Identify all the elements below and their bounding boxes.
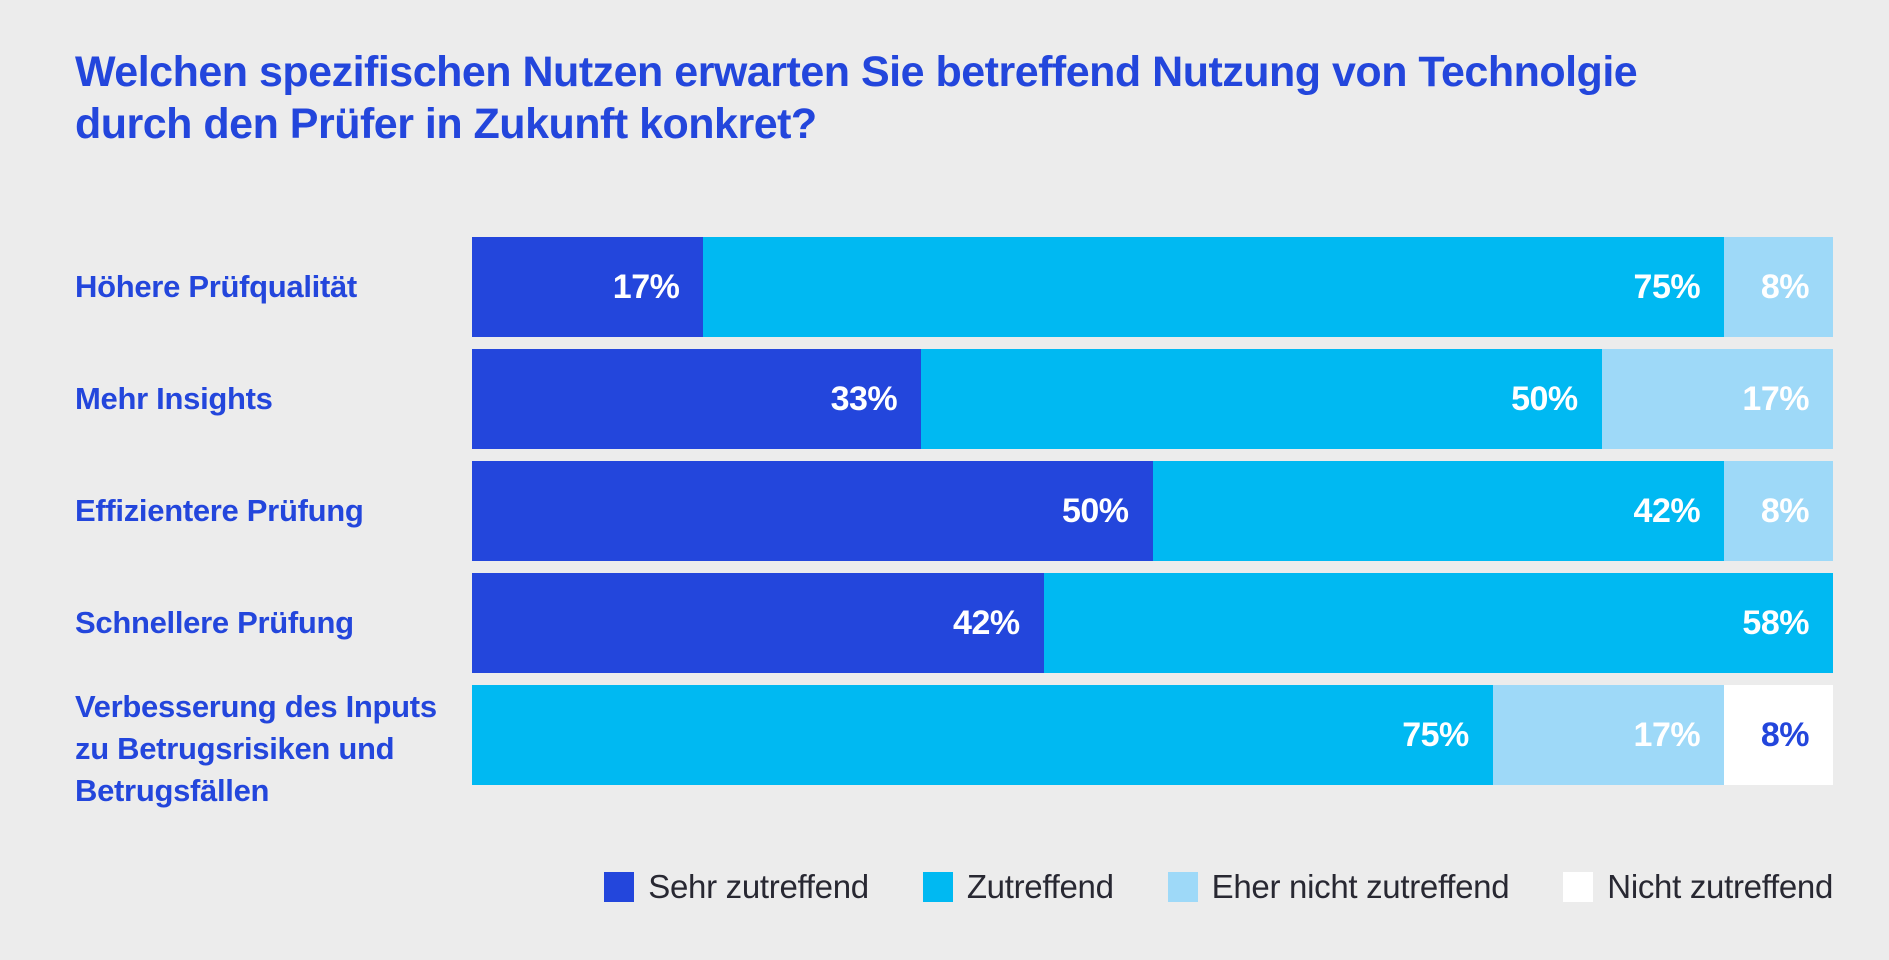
bar-value-label: 50% <box>1061 491 1129 530</box>
legend-label: Eher nicht zutreffend <box>1211 868 1510 905</box>
bar-value-label: 17% <box>1742 379 1809 418</box>
bar-row: Höhere Prüfqualität 17% 75% 8% <box>75 237 1833 337</box>
legend-swatch <box>604 872 635 902</box>
legend-swatch <box>1563 872 1594 902</box>
bar-value-label: 75% <box>1633 267 1701 306</box>
bar-value-label: 8% <box>1760 715 1810 754</box>
bar-segment-sehr-zutreffend: 17% <box>472 237 704 337</box>
legend-label: Sehr zutreffend <box>648 868 869 905</box>
bar-segment-sehr-zutreffend: 50% <box>472 461 1153 561</box>
legend-item-nicht-zutreffend: Nicht zutreffend <box>1563 868 1833 906</box>
bar-value-label: 8% <box>1760 267 1810 306</box>
bar-segment-zutreffend: 75% <box>703 237 1725 337</box>
bar-stack: 17% 75% 8% <box>472 237 1833 337</box>
bar-segment-eher-nicht-zutreffend: 8% <box>1724 237 1833 337</box>
legend-item-eher-nicht-zutreffend: Eher nicht zutreffend <box>1167 868 1510 906</box>
legend-swatch <box>1167 872 1198 902</box>
category-label: Mehr Insights <box>75 381 273 416</box>
bar-segment-zutreffend: 58% <box>1043 573 1833 673</box>
legend-item-zutreffend: Zutreffend <box>922 868 1114 906</box>
bar-segment-nicht-zutreffend: 8% <box>1724 685 1833 785</box>
bar-value-label: 50% <box>1511 379 1578 418</box>
legend-swatch <box>922 872 953 902</box>
bar-row: Effizientere Prüfung 50% 42% 8% <box>75 461 1833 561</box>
bar-value-label: 42% <box>1633 491 1701 530</box>
bar-row: Mehr Insights 33% 50% 17% <box>75 349 1833 449</box>
chart-title-line1: Welchen spezifischen Nutzen erwarten Sie… <box>75 48 1638 96</box>
bar-segment-eher-nicht-zutreffend: 17% <box>1492 685 1725 785</box>
bar-stack: 33% 50% 17% <box>472 349 1833 449</box>
bar-value-label: 33% <box>830 379 898 418</box>
chart-title-line2: durch den Prüfer in Zukunft konkret? <box>75 100 817 148</box>
chart-legend: Sehr zutreffend Zutreffend Eher nicht zutr… <box>604 868 1833 906</box>
bar-value-label: 42% <box>953 603 1020 642</box>
bar-stack: 50% 42% 8% <box>472 461 1833 561</box>
bar-segment-eher-nicht-zutreffend: 8% <box>1724 461 1833 561</box>
bar-segment-zutreffend: 50% <box>921 349 1602 449</box>
category-label: Verbesserung des Inputs zu Betrugsrisike… <box>75 689 437 808</box>
bar-value-label: 17% <box>1633 715 1701 754</box>
bar-row: Schnellere Prüfung 42% 58% <box>75 573 1833 673</box>
legend-label: Zutreffend <box>966 868 1114 905</box>
legend-label: Nicht zutreffend <box>1607 868 1833 905</box>
bar-stack: 75% 17% 8% <box>472 685 1833 785</box>
category-label: Effizientere Prüfung <box>75 493 364 528</box>
legend-item-sehr-zutreffend: Sehr zutreffend <box>604 868 869 906</box>
bar-stack: 42% 58% <box>472 573 1833 673</box>
bar-segment-eher-nicht-zutreffend: 17% <box>1601 349 1833 449</box>
bar-value-label: 75% <box>1402 715 1469 754</box>
bar-segment-zutreffend: 42% <box>1152 461 1725 561</box>
category-label: Höhere Prüfqualität <box>75 269 357 304</box>
chart-title: Welchen spezifischen Nutzen erwarten Sie… <box>75 46 1638 150</box>
bar-row: Verbesserung des Inputs zu Betrugsrisike… <box>75 685 1833 808</box>
bar-value-label: 8% <box>1760 491 1810 530</box>
bar-value-label: 17% <box>612 267 680 306</box>
stacked-bar-chart: Höhere Prüfqualität 17% 75% 8% Mehr Insights… <box>75 237 1833 808</box>
bar-segment-zutreffend: 75% <box>472 685 1493 785</box>
bar-segment-sehr-zutreffend: 42% <box>472 573 1044 673</box>
bar-segment-sehr-zutreffend: 33% <box>472 349 922 449</box>
category-label: Schnellere Prüfung <box>75 605 354 640</box>
bar-value-label: 58% <box>1742 603 1809 642</box>
